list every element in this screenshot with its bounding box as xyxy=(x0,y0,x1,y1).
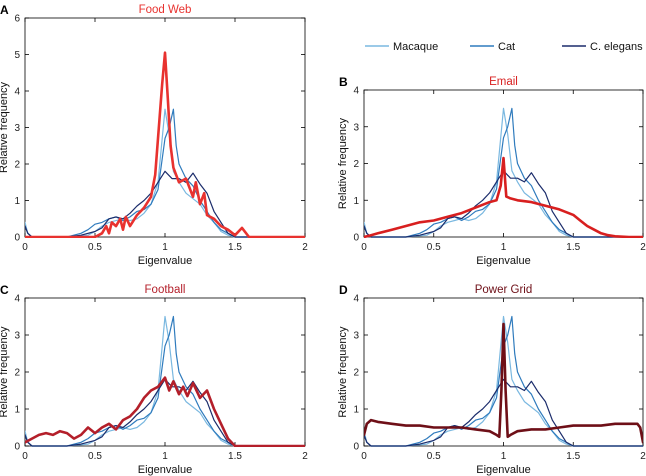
series-line-cat xyxy=(25,108,305,238)
legend-label-cat: Cat xyxy=(498,41,515,53)
y-axis-label: Relative frequency xyxy=(0,81,10,173)
panel-d: 0 0.5 1 1.5 2 0 1 2 3 4 Eigenvalue Relative frequen… xyxy=(337,283,646,476)
panel-title: Email xyxy=(489,76,518,88)
panel-letter: C xyxy=(0,283,9,297)
x-tick-label: 1 xyxy=(162,242,168,253)
legend-label-macaque: Macaque xyxy=(393,41,438,53)
x-tick-label: 0.5 xyxy=(427,242,441,253)
x-tick-label: 0 xyxy=(22,242,28,253)
legend-label-celegans: C. elegans xyxy=(590,41,643,53)
x-tick-label: 2 xyxy=(640,242,646,253)
x-axis-label: Eigenvalue xyxy=(476,255,530,267)
series-line-football xyxy=(25,376,305,447)
axes-frame xyxy=(24,17,306,238)
y-tick-label: 2 xyxy=(353,159,359,170)
x-tick-label: 1 xyxy=(501,451,507,462)
series-line-c-elegans xyxy=(364,170,643,238)
x-tick-label: 0 xyxy=(361,451,367,462)
y-tick-label: 0 xyxy=(14,442,20,453)
series-line-macaque xyxy=(25,108,305,238)
panel-title: Football xyxy=(145,284,186,296)
y-axis-label: Relative frequency xyxy=(337,326,349,418)
y-tick-label: 1 xyxy=(14,405,20,416)
panel-letter: B xyxy=(339,75,348,89)
x-tick-label: 0.5 xyxy=(88,451,102,462)
x-tick-label: 2 xyxy=(302,242,308,253)
x-tick-label: 1.5 xyxy=(228,451,242,462)
x-tick-label: 0.5 xyxy=(427,451,441,462)
y-tick-label: 2 xyxy=(353,368,359,379)
y-tick-label: 2 xyxy=(14,368,20,379)
series-line-c-elegans xyxy=(25,378,305,447)
y-tick-label: 3 xyxy=(14,331,20,342)
x-tick-label: 0 xyxy=(361,242,367,253)
x-axis-label: Eigenvalue xyxy=(138,464,192,476)
x-axis-label: Eigenvalue xyxy=(138,255,192,267)
y-tick-label: 4 xyxy=(353,294,359,305)
series-line-email xyxy=(364,156,643,238)
x-tick-label: 1.5 xyxy=(566,451,580,462)
y-axis-label: Relative frequency xyxy=(0,326,10,418)
x-tick-label: 2 xyxy=(640,451,646,462)
panel-b: 0 0.5 1 1.5 2 0 1 2 3 4 Eigenvalue Relative frequen… xyxy=(337,75,646,267)
x-tick-label: 1 xyxy=(501,242,507,253)
x-tick-label: 2 xyxy=(302,451,308,462)
series-line-food-web xyxy=(25,51,305,238)
series-line-macaque xyxy=(364,107,643,238)
x-tick-label: 1 xyxy=(162,451,168,462)
y-tick-label: 0 xyxy=(14,233,20,244)
y-axis-label: Relative frequency xyxy=(337,117,349,209)
x-tick-label: 1.5 xyxy=(228,242,242,253)
y-tick-label: 1 xyxy=(14,196,20,207)
y-tick-label: 5 xyxy=(14,50,20,61)
y-tick-label: 4 xyxy=(14,294,20,305)
y-tick-label: 0 xyxy=(353,233,359,244)
series-line-c-elegans xyxy=(364,378,643,447)
panel-letter: A xyxy=(0,3,9,17)
x-tick-label: 0 xyxy=(22,451,28,462)
series-line-power-grid xyxy=(364,322,643,444)
series-line-cat xyxy=(364,315,643,447)
y-tick-label: 0 xyxy=(353,442,359,453)
y-tick-label: 3 xyxy=(353,331,359,342)
panel-letter: D xyxy=(339,283,348,297)
y-tick-label: 3 xyxy=(353,122,359,133)
series-line-macaque xyxy=(364,315,643,447)
y-tick-label: 6 xyxy=(14,14,20,25)
series-line-cat xyxy=(25,315,305,447)
series-group xyxy=(364,107,643,238)
panel-title: Power Grid xyxy=(475,284,533,296)
panel-c: 0 0.5 1 1.5 2 0 1 2 3 4 Eigenvalue Relative frequen… xyxy=(0,283,308,476)
series-group xyxy=(25,315,305,447)
x-tick-label: 1.5 xyxy=(566,242,580,253)
x-axis-label: Eigenvalue xyxy=(476,464,530,476)
legend: Macaque Cat C. elegans xyxy=(365,41,643,53)
panel-a: 0 0.5 1 1.5 2 0 1 2 3 4 5 6 Eigenvalue Relative frequ… xyxy=(0,3,308,267)
y-tick-label: 3 xyxy=(14,123,20,134)
y-tick-label: 1 xyxy=(353,405,359,416)
y-tick-label: 1 xyxy=(353,196,359,207)
series-line-c-elegans xyxy=(25,170,305,238)
series-line-macaque xyxy=(25,315,305,447)
x-tick-label: 0.5 xyxy=(88,242,102,253)
y-tick-label: 4 xyxy=(14,87,20,98)
y-tick-label: 2 xyxy=(14,160,20,171)
series-group xyxy=(25,51,305,238)
series-group xyxy=(364,315,643,447)
series-line-cat xyxy=(364,107,643,238)
panel-title: Food Web xyxy=(139,4,192,16)
y-tick-label: 4 xyxy=(353,86,359,97)
